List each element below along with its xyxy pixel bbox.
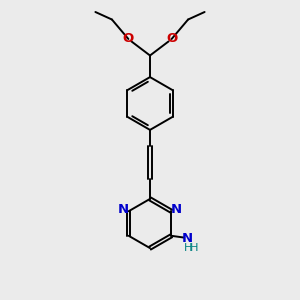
Text: O: O <box>123 32 134 46</box>
Text: H: H <box>190 243 199 253</box>
Text: N: N <box>118 203 129 216</box>
Text: N: N <box>171 203 182 216</box>
Text: H: H <box>184 243 192 253</box>
Text: O: O <box>166 32 177 46</box>
Text: N: N <box>182 232 194 245</box>
